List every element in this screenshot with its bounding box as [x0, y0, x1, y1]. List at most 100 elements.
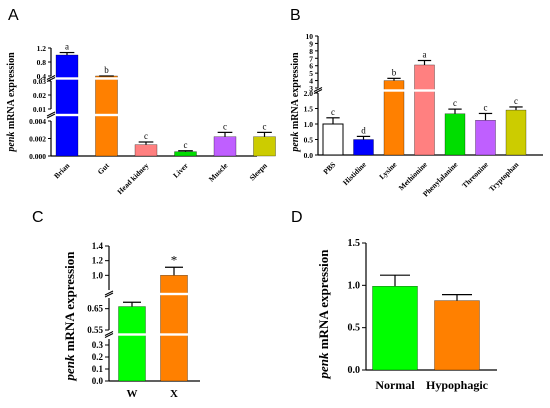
x-category-label: PBS [321, 160, 337, 176]
bar [213, 136, 237, 157]
bar [353, 139, 374, 156]
axis-break-mark [104, 292, 114, 298]
y-tick-label: 0.0 [348, 365, 361, 376]
y-tick-label: 9 [309, 39, 313, 48]
y-axis-title-gene: penk [6, 132, 17, 153]
x-category-label: Normal [375, 378, 415, 392]
significance-label: c [144, 131, 148, 141]
significance-label: c [263, 121, 267, 131]
y-axis-title: penk mRNA expression [290, 52, 301, 153]
significance-label: c [184, 140, 188, 150]
y-tick-label: 0.5 [348, 323, 361, 334]
chart-panel-d: 0.0 0.5 1.0 1.5 Normal Hypophagic penk mRNA ex… [316, 238, 497, 392]
y-tick-label: 0.000 [29, 152, 46, 161]
y-axis-title-rest: mRNA expression [290, 52, 301, 132]
y-tick-label: 0.4 [37, 72, 47, 81]
axis-break-mark [104, 290, 114, 296]
y-tick-label: 0.004 [29, 117, 46, 126]
y-tick-label: 0.02 [33, 91, 46, 100]
bar [475, 120, 496, 156]
panel-label-c: C [32, 209, 44, 226]
bar [322, 123, 344, 156]
significance-label: c [484, 102, 488, 112]
x-category-label: Hypophagic [426, 378, 489, 392]
y-axis-title: penk mRNA expression [6, 52, 17, 153]
axis-break-mark [313, 87, 323, 92]
bar [160, 275, 188, 382]
bar [118, 306, 146, 382]
bar-break-gap [383, 89, 405, 92]
bar-break-gap [95, 77, 118, 80]
bar-break-gap [118, 333, 146, 336]
panel-label-b: B [290, 7, 301, 24]
significance-label: d [361, 125, 366, 135]
y-axis-title-gene: penk [290, 132, 301, 153]
y-axis-title-rest: mRNA expression [62, 251, 77, 355]
x-category-label: Histidine [341, 160, 368, 187]
x-category-label: Sleepn [248, 160, 270, 182]
y-tick-label: 1.0 [304, 120, 314, 129]
y-tick-label: 0.1 [92, 364, 104, 374]
axis-break-mark [46, 113, 56, 119]
bar-break-gap [414, 89, 435, 92]
x-category-label: Head kidney [115, 161, 150, 196]
bar-break-gap [160, 292, 188, 296]
y-tick-label: 5 [309, 69, 313, 78]
y-axis-title-rest: mRNA expression [316, 249, 331, 353]
axis-break-mark [46, 75, 56, 80]
bar-break-gap [55, 77, 79, 80]
bar [55, 54, 79, 157]
y-tick-label: 0.2 [92, 352, 104, 362]
x-category-label: Lysine [377, 160, 399, 182]
y-tick-label: 2.0 [304, 89, 314, 98]
bar [434, 300, 480, 371]
axis-break-mark [104, 333, 114, 338]
y-tick-label: 0.0 [304, 151, 314, 160]
significance-label: * [171, 252, 178, 267]
bar [505, 109, 527, 156]
chart-panel-a: 0.000 0.002 0.004 0.01 0.02 0.030.4 0.8 1.2 a Bri… [6, 42, 276, 196]
significance-label: a [65, 42, 69, 52]
y-tick-label: 0.002 [29, 135, 46, 144]
bar [253, 136, 276, 157]
x-category-label: X [170, 388, 178, 400]
bar [383, 80, 405, 156]
y-tick-label: 4 [309, 77, 313, 86]
significance-label: a [423, 50, 427, 60]
x-category-label: W [127, 388, 138, 400]
y-tick-label: 1.4 [92, 241, 104, 251]
bar [372, 286, 418, 371]
y-axis-title-gene: penk [316, 352, 331, 380]
y-axis-title-rest: mRNA expression [6, 52, 17, 132]
bar [444, 113, 466, 156]
axis-break-mark [46, 111, 56, 117]
y-tick-label: 0.03 [33, 77, 46, 86]
y-tick-label: 6 [309, 62, 313, 71]
y-tick-label: 3 [309, 84, 313, 93]
y-tick-label: 0.65 [87, 304, 103, 314]
significance-label: c [514, 96, 518, 106]
bar [414, 64, 435, 156]
y-tick-label: 10 [306, 32, 314, 41]
panel-label-a: A [8, 7, 19, 24]
y-tick-label: 1.0 [92, 270, 104, 280]
axis-break-mark [104, 331, 114, 336]
bar [134, 144, 158, 157]
y-tick-label: 1.5 [304, 105, 314, 114]
significance-label: b [392, 67, 397, 77]
y-tick-label: 1.0 [348, 280, 361, 291]
x-category-label: Threonine [460, 160, 490, 190]
y-tick-label: 0.0 [92, 376, 104, 386]
y-tick-label: 0.55 [87, 325, 103, 335]
significance-label: c [223, 121, 227, 131]
x-category-label: Liver [171, 161, 190, 180]
significance-label: c [331, 107, 335, 117]
x-category-label: Tryptophan [487, 159, 521, 193]
significance-label: b [104, 65, 109, 75]
bar-break-gap [55, 113, 79, 117]
y-tick-label: 0.01 [33, 105, 46, 114]
x-category-label: Muscle [207, 161, 230, 184]
x-category-label: Brian [52, 160, 72, 180]
